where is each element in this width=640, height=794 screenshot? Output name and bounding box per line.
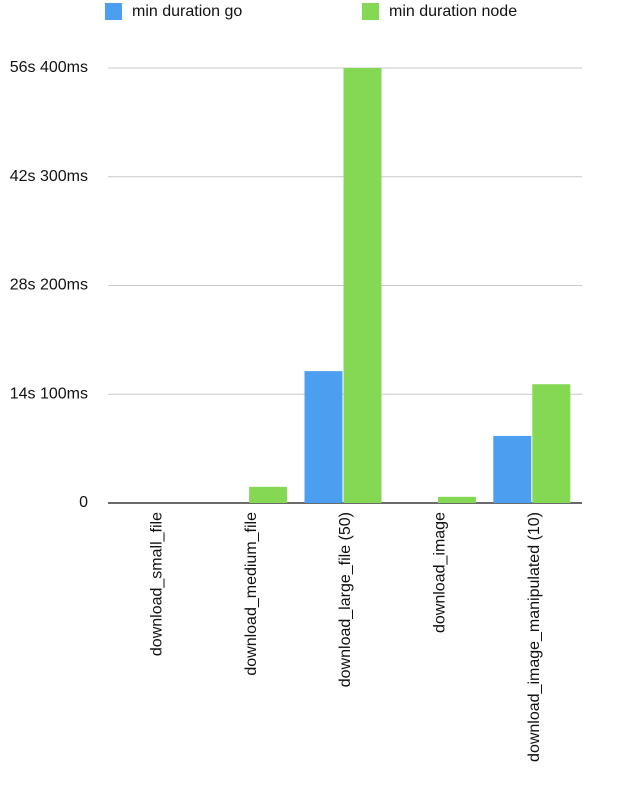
x-tick-label: download_small_file xyxy=(148,512,165,656)
legend-swatch xyxy=(105,3,122,20)
y-tick-label: 28s 200ms xyxy=(10,277,88,294)
x-tick-label: download_image_manipulated (10) xyxy=(526,512,543,762)
y-tick-label: 42s 300ms xyxy=(10,168,88,185)
legend-label: min duration go xyxy=(132,3,242,20)
y-tick-label: 0 xyxy=(79,494,88,511)
bar xyxy=(343,68,382,503)
legend-label: min duration node xyxy=(389,3,517,20)
y-tick-label: 56s 400ms xyxy=(10,59,88,76)
bar xyxy=(249,486,288,503)
bar xyxy=(304,371,343,503)
x-tick-label: download_image xyxy=(432,512,449,633)
bar xyxy=(493,435,532,503)
bar xyxy=(532,384,571,503)
legend-swatch xyxy=(362,3,379,20)
x-tick-label: download_large_file (50) xyxy=(337,512,354,687)
x-tick-label: download_medium_file xyxy=(243,512,260,676)
bar xyxy=(437,496,476,503)
y-tick-label: 14s 100ms xyxy=(10,385,88,402)
